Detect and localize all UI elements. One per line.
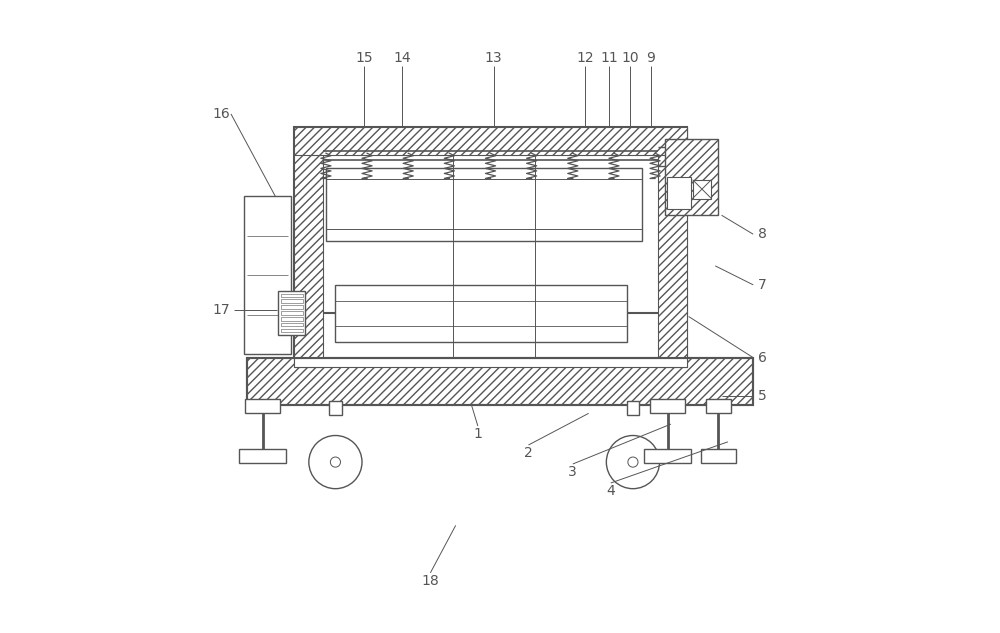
Bar bbox=[281, 323, 303, 327]
Bar bbox=[294, 358, 687, 367]
Bar bbox=[329, 401, 342, 415]
Text: 4: 4 bbox=[606, 484, 615, 498]
Bar bbox=[281, 294, 303, 297]
Bar bbox=[667, 177, 691, 209]
Bar bbox=[701, 449, 736, 463]
Text: 2: 2 bbox=[524, 446, 533, 460]
Text: 14: 14 bbox=[393, 51, 411, 65]
Bar bbox=[693, 180, 711, 199]
Bar bbox=[281, 299, 303, 303]
Text: 15: 15 bbox=[355, 51, 373, 65]
Text: 6: 6 bbox=[758, 351, 767, 365]
Bar bbox=[658, 127, 687, 367]
Text: 8: 8 bbox=[758, 227, 767, 241]
Bar bbox=[294, 127, 323, 367]
Bar bbox=[650, 399, 685, 413]
Text: 16: 16 bbox=[213, 107, 230, 121]
Text: 11: 11 bbox=[600, 51, 618, 65]
Bar bbox=[281, 311, 303, 315]
Bar bbox=[665, 139, 718, 215]
Text: 7: 7 bbox=[758, 278, 767, 292]
Bar bbox=[644, 449, 691, 463]
Text: 5: 5 bbox=[758, 389, 767, 403]
Bar bbox=[281, 305, 303, 309]
Bar bbox=[294, 127, 687, 155]
Bar bbox=[245, 399, 280, 413]
Bar bbox=[294, 127, 687, 367]
Bar bbox=[247, 358, 753, 405]
Text: 13: 13 bbox=[485, 51, 502, 65]
Bar bbox=[326, 168, 642, 241]
Bar bbox=[239, 449, 286, 463]
Bar bbox=[706, 399, 731, 413]
Text: 17: 17 bbox=[213, 303, 230, 317]
Text: 9: 9 bbox=[646, 51, 655, 65]
Bar bbox=[278, 291, 305, 335]
Text: 12: 12 bbox=[577, 51, 594, 65]
Bar bbox=[627, 401, 639, 415]
Text: 1: 1 bbox=[473, 427, 482, 441]
Bar bbox=[247, 358, 753, 405]
Bar bbox=[335, 285, 627, 342]
Text: 10: 10 bbox=[622, 51, 639, 65]
Bar bbox=[244, 196, 291, 354]
Bar bbox=[281, 329, 303, 332]
Bar bbox=[281, 317, 303, 320]
Text: 3: 3 bbox=[568, 465, 577, 479]
Text: 18: 18 bbox=[421, 574, 439, 588]
